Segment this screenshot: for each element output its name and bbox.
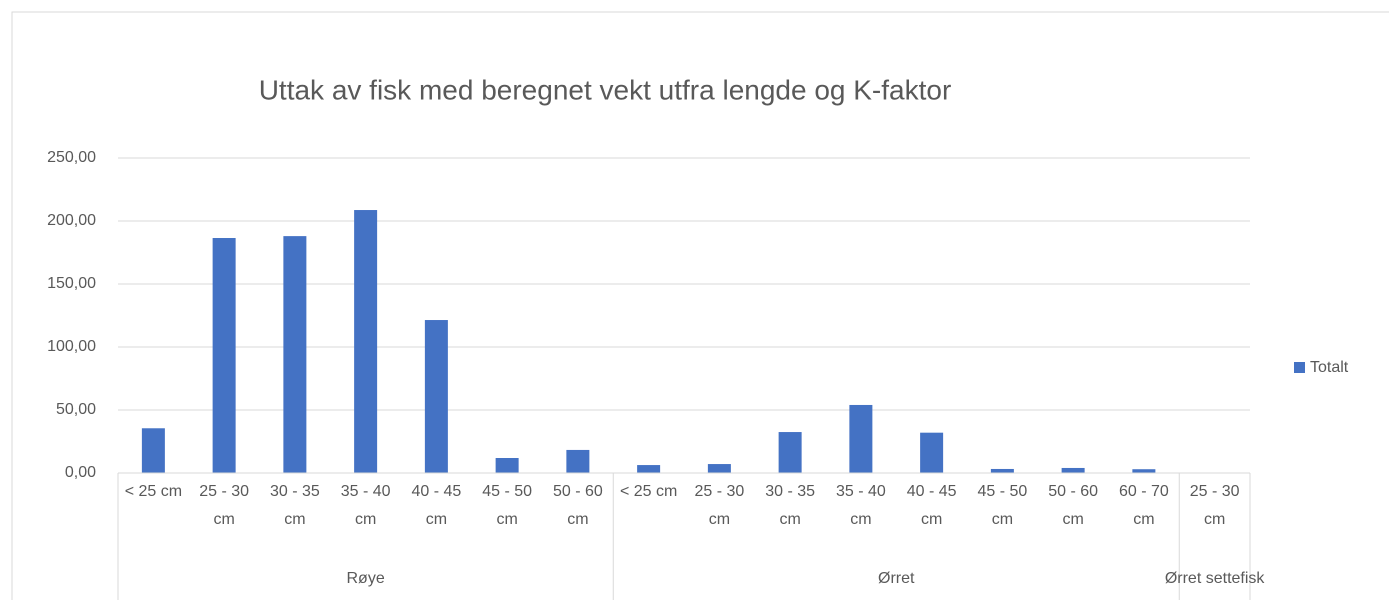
x-tick-label: 25 - 30 cm <box>1189 483 1240 528</box>
y-tick-label: 50,00 <box>56 401 96 418</box>
bar <box>707 464 731 473</box>
bar <box>920 432 944 473</box>
bar <box>637 465 661 473</box>
x-tick-label: 50 - 60 cm <box>1048 483 1099 528</box>
chart-border <box>11 11 1389 600</box>
bar <box>283 236 307 473</box>
legend-label: Totalt <box>1310 359 1349 376</box>
x-tick-label: 40 - 45 cm <box>411 483 462 528</box>
chart-title: Uttak av fisk med beregnet vekt utfra le… <box>259 74 952 105</box>
x-tick-label: 25 - 30 cm <box>694 483 745 528</box>
bar <box>141 428 165 473</box>
bar <box>849 404 873 473</box>
bar <box>990 468 1014 473</box>
group-label: Ørret settefisk <box>1165 570 1266 587</box>
group-label: Røye <box>347 570 385 587</box>
bar <box>1132 469 1156 473</box>
x-tick-label: 60 - 70 cm <box>1118 483 1169 528</box>
x-tick-label: 45 - 50 cm <box>977 483 1028 528</box>
x-tick-label: < 25 cm <box>619 483 678 500</box>
bar <box>424 320 448 473</box>
bar <box>566 449 590 473</box>
y-tick-label: 0,00 <box>65 464 96 481</box>
x-tick-label: 40 - 45 cm <box>906 483 957 528</box>
x-tick-label: 30 - 35 cm <box>269 483 320 528</box>
bar <box>778 432 802 473</box>
bar <box>354 210 378 473</box>
x-tick-label: 30 - 35 cm <box>765 483 816 528</box>
y-tick-label: 250,00 <box>47 149 96 166</box>
x-tick-label: 35 - 40 cm <box>340 483 391 528</box>
y-tick-label: 100,00 <box>47 338 96 355</box>
y-tick-label: 200,00 <box>47 212 96 229</box>
bar <box>212 238 236 473</box>
bar <box>1061 467 1085 473</box>
bar <box>495 458 519 473</box>
x-tick-label: 50 - 60 cm <box>552 483 603 528</box>
y-tick-label: 150,00 <box>47 275 96 292</box>
x-tick-label: 45 - 50 cm <box>482 483 533 528</box>
legend-swatch <box>1294 362 1305 373</box>
x-tick-label: 35 - 40 cm <box>835 483 886 528</box>
group-label: Ørret <box>878 570 915 587</box>
x-tick-label: < 25 cm <box>124 483 183 500</box>
x-tick-label: 25 - 30 cm <box>199 483 250 528</box>
